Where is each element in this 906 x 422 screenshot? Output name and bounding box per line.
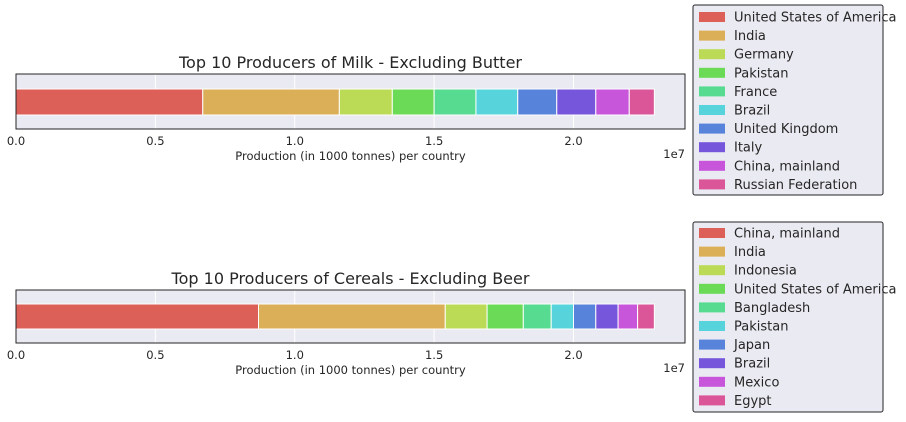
bar-segment <box>391 88 435 116</box>
x-tick-label: 2.0 <box>564 348 582 362</box>
x-tick-label: 0.5 <box>146 134 164 148</box>
bar-segment <box>556 88 597 116</box>
bar-segment <box>573 303 597 330</box>
x-tick-label: 0.5 <box>146 348 164 362</box>
chart-2: Top 10 Producers of Cereals - Excluding … <box>7 221 896 413</box>
bar-segment <box>15 303 260 330</box>
x-tick-label: 1.0 <box>286 134 304 148</box>
legend-entry-label: United States of America <box>734 11 896 26</box>
legend-entry-label: Russian Federation <box>734 178 857 193</box>
legend-entry-label: Indonesia <box>734 264 797 279</box>
legend-swatch <box>699 376 725 387</box>
bar-segment <box>628 88 655 116</box>
x-tick-label: 0.0 <box>7 134 25 148</box>
bar-segment <box>444 303 488 330</box>
axes-frame <box>15 289 686 344</box>
bar-segment <box>517 88 558 116</box>
legend-entry-label: Brazil <box>734 357 770 372</box>
legend-swatch <box>699 142 725 153</box>
legend-entry-label: United Kingdom <box>734 122 838 137</box>
legend-entry-label: China, mainland <box>734 227 840 242</box>
axes-frame <box>15 73 686 130</box>
legend-entry-label: France <box>734 85 777 100</box>
chart-1: Top 10 Producers of Milk - Excluding But… <box>7 4 896 196</box>
x-axis-label: Production (in 1000 tonnes) per country <box>235 363 466 377</box>
legend-frame <box>692 221 884 413</box>
legend-swatch <box>699 283 725 294</box>
bar-segment <box>637 303 655 330</box>
legend-entry-label: China, mainland <box>734 159 840 174</box>
legend-entry-label: Japan <box>733 338 770 353</box>
bar-segment <box>550 303 575 330</box>
bar-segment <box>522 303 552 330</box>
legend-swatch <box>699 395 725 406</box>
x-axis-label: Production (in 1000 tonnes) per country <box>235 149 466 163</box>
x-tick-label: 2.0 <box>564 134 582 148</box>
legend-entry-label: Italy <box>734 141 763 156</box>
legend-swatch <box>699 123 725 134</box>
x-tick-label: 1.5 <box>425 348 443 362</box>
legend-entry-label: Pakistan <box>734 320 788 335</box>
legend-entry-label: Pakistan <box>734 66 788 81</box>
bar-segment <box>486 303 524 330</box>
chart-title: Top 10 Producers of Milk - Excluding But… <box>178 53 522 72</box>
legend-entry-label: Egypt <box>734 394 772 409</box>
x-axis-offset-label: 1e7 <box>663 361 685 375</box>
chart-title: Top 10 Producers of Cereals - Excluding … <box>171 269 530 288</box>
legend: United States of America India Germany Paki… <box>692 4 896 196</box>
bar-segment <box>15 88 204 116</box>
legend-swatch <box>699 358 725 369</box>
legend-swatch <box>699 105 725 115</box>
bar-segment <box>258 303 446 330</box>
legend-swatch <box>699 49 725 60</box>
legend-swatch <box>699 321 725 331</box>
legend-swatch <box>699 228 725 238</box>
legend-entry-label: India <box>734 245 766 260</box>
legend-swatch <box>699 67 725 78</box>
legend-swatch <box>699 160 725 171</box>
x-tick-label: 0.0 <box>7 348 25 362</box>
bar-segment <box>595 88 630 116</box>
legend-entry-label: Bangladesh <box>734 301 810 316</box>
legend-swatch <box>699 339 725 350</box>
bar-segment <box>617 303 639 330</box>
legend-swatch <box>699 302 725 313</box>
legend-entry-label: Brazil <box>734 104 770 119</box>
bar-segment <box>433 88 477 116</box>
legend: China, mainland India Indonesia United Stat… <box>692 221 896 413</box>
bar-segment <box>475 88 519 116</box>
bar-segment <box>202 88 340 116</box>
legend-swatch <box>699 265 725 276</box>
legend-frame <box>692 4 884 196</box>
legend-entry-label: United States of America <box>734 282 896 297</box>
legend-swatch <box>699 12 725 22</box>
legend-entry-label: Mexico <box>734 375 779 390</box>
x-axis-offset-label: 1e7 <box>663 147 685 161</box>
legend-swatch <box>699 179 725 190</box>
bar-segment <box>338 88 393 116</box>
bar-segment <box>595 303 619 330</box>
legend-entry-label: Germany <box>734 48 794 63</box>
x-tick-label: 1.5 <box>425 134 443 148</box>
x-tick-label: 1.0 <box>286 348 304 362</box>
legend-swatch <box>699 30 725 41</box>
legend-entry-label: India <box>734 29 766 44</box>
legend-swatch <box>699 86 725 97</box>
legend-swatch <box>699 246 725 257</box>
